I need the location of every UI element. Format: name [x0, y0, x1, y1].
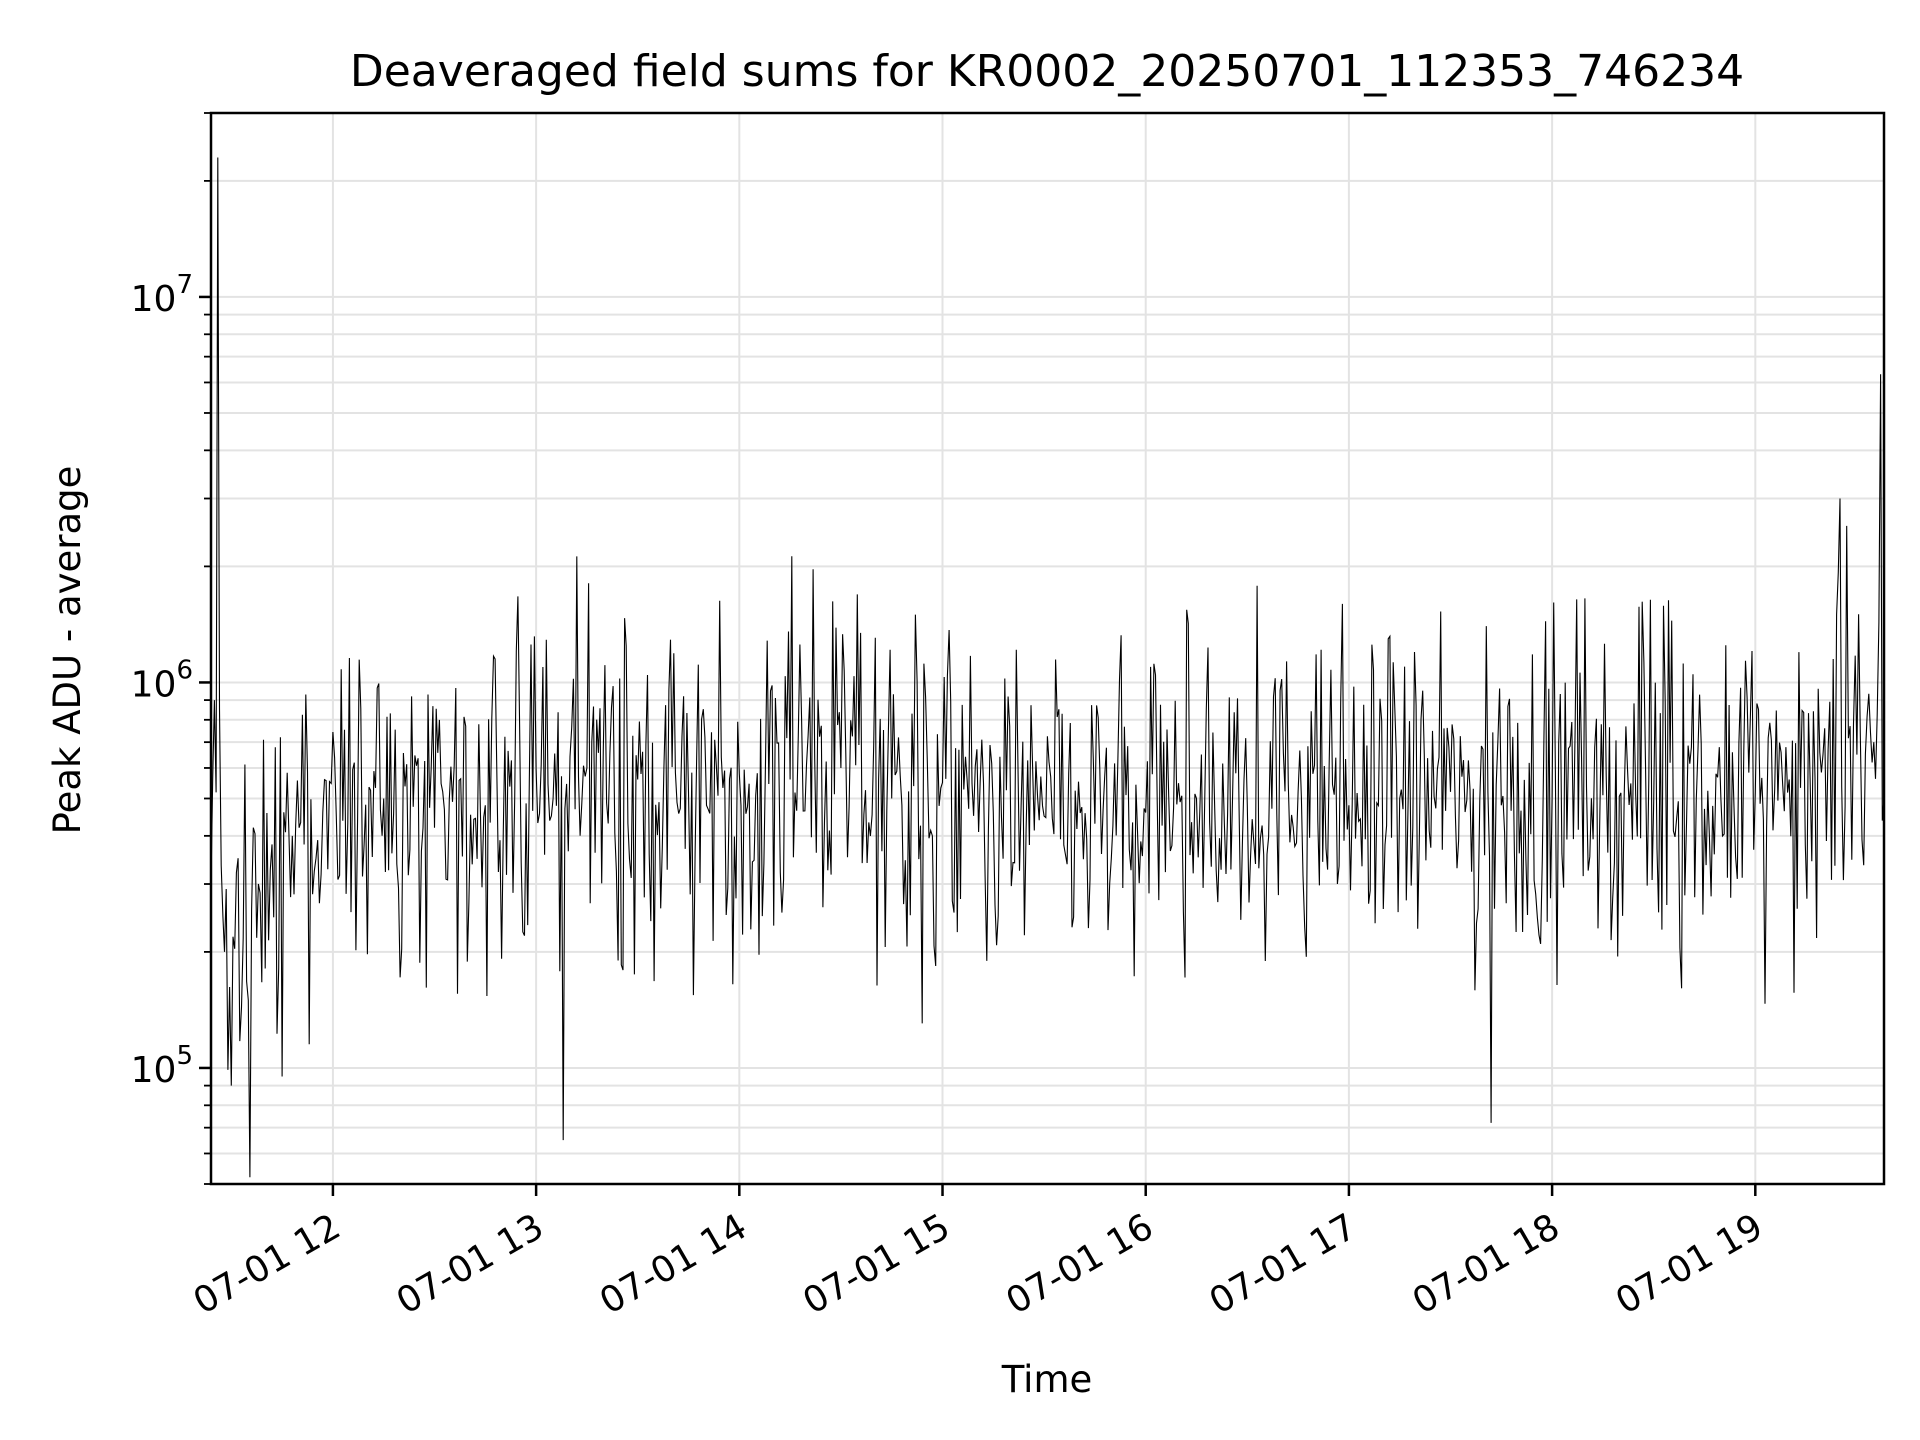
series-line: [210, 157, 1885, 1178]
y-axis: 105 106 107: [131, 112, 211, 1185]
plot-frame: [209, 111, 1886, 1186]
x-axis-label: Time: [1001, 1358, 1093, 1401]
y-tick-label: 107: [131, 270, 193, 320]
y-tick-label: 106: [131, 655, 193, 705]
chart-title: Deaveraged field sums for KR0002_2025070…: [350, 46, 1744, 97]
y-axis-label: Peak ADU - average: [46, 466, 89, 835]
y-tick-label: 105: [131, 1041, 193, 1091]
